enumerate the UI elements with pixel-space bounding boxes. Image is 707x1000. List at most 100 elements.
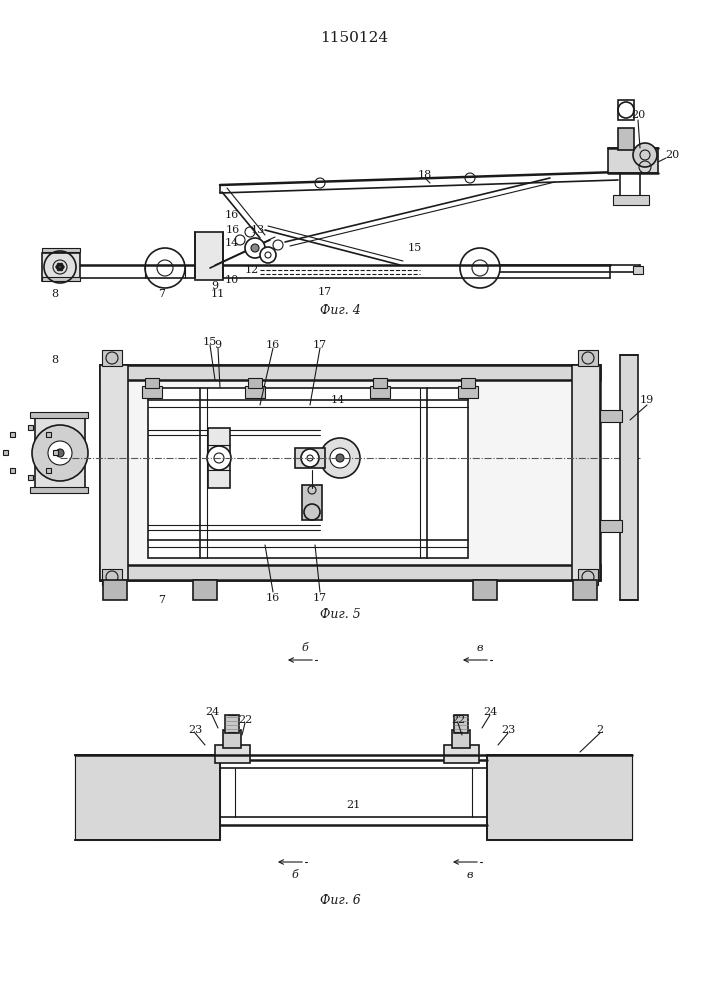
Polygon shape (75, 755, 220, 840)
Bar (225, 715, 239, 733)
Bar (30, 487, 88, 493)
Circle shape (60, 263, 63, 266)
Text: 13: 13 (251, 225, 265, 235)
Circle shape (260, 247, 276, 263)
Text: 8: 8 (52, 289, 59, 299)
Bar (452, 730, 470, 748)
Bar (223, 730, 241, 748)
Bar (100, 565, 600, 580)
Bar (633, 266, 643, 274)
Bar (11, 432, 16, 437)
Text: 17: 17 (313, 593, 327, 603)
Text: 18: 18 (418, 170, 432, 180)
Text: 15: 15 (408, 243, 422, 253)
Text: 17: 17 (313, 340, 327, 350)
Bar (3, 450, 8, 455)
Text: в: в (477, 643, 484, 653)
Bar (35, 415, 85, 490)
Bar (100, 365, 600, 380)
Circle shape (56, 449, 64, 457)
Text: 14: 14 (331, 395, 345, 405)
Bar (248, 378, 262, 388)
Text: 16: 16 (226, 225, 240, 235)
Text: 14: 14 (225, 238, 239, 248)
Bar (102, 569, 122, 585)
Bar (46, 432, 51, 437)
Bar (473, 580, 497, 600)
Text: 20: 20 (665, 150, 679, 160)
Circle shape (57, 268, 60, 271)
Bar (458, 386, 478, 398)
Text: 24: 24 (205, 707, 219, 717)
Circle shape (61, 265, 64, 268)
Bar (618, 100, 634, 120)
Text: 20: 20 (631, 110, 645, 120)
Text: в: в (467, 870, 473, 880)
Circle shape (57, 263, 60, 266)
Text: 15: 15 (203, 337, 217, 347)
Bar (578, 350, 598, 366)
Bar (613, 195, 649, 205)
Bar (11, 468, 16, 473)
Bar (208, 428, 230, 488)
Bar (142, 386, 162, 398)
Bar (102, 350, 122, 366)
Circle shape (32, 425, 88, 481)
Text: 23: 23 (188, 725, 202, 735)
Bar (444, 745, 479, 763)
Bar (28, 475, 33, 480)
Polygon shape (487, 755, 632, 840)
Bar (42, 248, 80, 252)
Bar (295, 448, 325, 468)
Bar (608, 148, 658, 173)
Circle shape (56, 265, 59, 268)
Text: 7: 7 (158, 595, 165, 605)
Circle shape (60, 268, 63, 271)
Text: Фиг. 5: Фиг. 5 (320, 608, 361, 621)
Bar (454, 715, 468, 733)
Bar (245, 386, 265, 398)
Bar (620, 355, 638, 600)
Bar (28, 425, 33, 430)
Text: 16: 16 (266, 593, 280, 603)
Bar (100, 365, 128, 580)
Text: 16: 16 (266, 340, 280, 350)
Text: 23: 23 (501, 725, 515, 735)
Text: 19: 19 (640, 395, 654, 405)
Circle shape (245, 238, 265, 258)
Text: 12: 12 (245, 265, 259, 275)
Text: Фиг. 6: Фиг. 6 (320, 894, 361, 906)
Bar (215, 745, 250, 763)
Text: 21: 21 (346, 800, 360, 810)
Bar (42, 253, 80, 281)
Bar (373, 378, 387, 388)
Circle shape (48, 441, 72, 465)
Bar (148, 388, 468, 558)
Bar (145, 378, 159, 388)
Bar (100, 365, 600, 580)
Bar (103, 580, 127, 600)
Bar (46, 468, 51, 473)
Bar (370, 386, 390, 398)
Bar (600, 410, 622, 422)
Text: 8: 8 (52, 355, 59, 365)
Text: б: б (302, 643, 308, 653)
Bar (193, 580, 217, 600)
Bar (53, 450, 58, 455)
Text: 16: 16 (225, 210, 239, 220)
Circle shape (330, 448, 350, 468)
Circle shape (633, 143, 657, 167)
Bar (302, 485, 322, 520)
Text: 17: 17 (318, 287, 332, 297)
Text: 22: 22 (238, 715, 252, 725)
Bar (30, 412, 88, 418)
Text: 22: 22 (451, 715, 465, 725)
Text: Фиг. 4: Фиг. 4 (320, 304, 361, 316)
Circle shape (336, 454, 344, 462)
Text: 11: 11 (211, 289, 225, 299)
Text: 9: 9 (214, 340, 221, 350)
Text: 10: 10 (225, 275, 239, 285)
Text: 24: 24 (483, 707, 497, 717)
Bar (573, 580, 597, 600)
Circle shape (251, 244, 259, 252)
